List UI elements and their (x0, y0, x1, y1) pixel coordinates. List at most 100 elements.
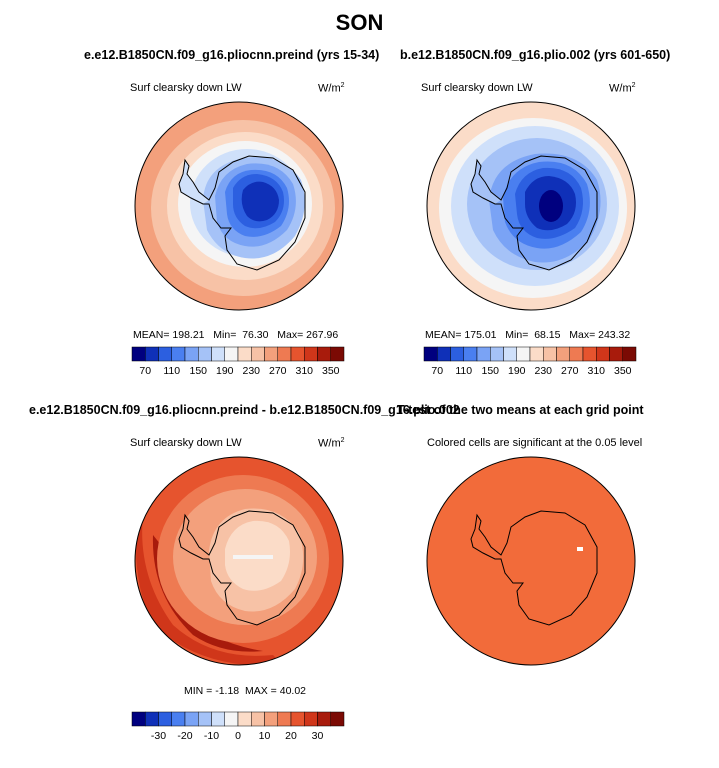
map3-patch (233, 555, 273, 559)
panel1-title: e.e12.B1850CN.f09_g16.pliocnn.preind (yr… (84, 48, 380, 62)
panel2-colorbar: 70 110 150 190 230 270 310 350 (423, 346, 637, 377)
map1-band-10 (241, 181, 279, 222)
colorbar-swatch (317, 711, 331, 727)
map1-border (134, 101, 344, 311)
colorbar-tick-label: 230 (534, 365, 552, 377)
colorbar-tick-label: 20 (285, 730, 297, 742)
panel1-variable: Surf clearsky down LW (130, 82, 242, 94)
map4-nonsignificant-cell (577, 547, 583, 551)
map4-border (426, 456, 636, 666)
panel2-units: W/m2 (609, 82, 636, 95)
colorbar-swatch (131, 711, 146, 727)
colorbar-swatch (569, 346, 584, 362)
colorbar-tick-label: 190 (216, 365, 234, 377)
panel3-map (134, 456, 344, 666)
colorbar-swatch (251, 711, 265, 727)
colorbar-swatch (304, 346, 318, 362)
panel4-map (426, 456, 636, 666)
colorbar-swatch (171, 711, 186, 727)
colorbar-tick-label: 310 (295, 365, 313, 377)
colorbar-tick-label: 150 (189, 365, 207, 377)
colorbar-tick-label: 270 (561, 365, 579, 377)
colorbar-swatch (237, 711, 252, 727)
colorbar-tick-label: 70 (431, 365, 443, 377)
colorbar-swatch (304, 711, 318, 727)
colorbar-swatch (290, 711, 305, 727)
colorbar-tick-label: 310 (587, 365, 605, 377)
colorbar-swatch (237, 346, 252, 362)
panel1-stats: MEAN= 198.21 Min= 76.30 Max= 267.96 (133, 329, 339, 341)
colorbar-swatch (437, 346, 451, 362)
colorbar-swatch (145, 711, 159, 727)
map4-significant-fill (427, 457, 635, 665)
colorbar-swatch (171, 346, 186, 362)
map2-peninsula (471, 160, 501, 204)
colorbar-swatch (543, 346, 557, 362)
panel3-variable: Surf clearsky down LW (130, 437, 242, 449)
colorbar-swatch (582, 346, 597, 362)
colorbar-swatch (556, 346, 570, 362)
colorbar-swatch (277, 346, 292, 362)
colorbar-tick-label: -20 (177, 730, 192, 742)
panel4-subtitle: Colored cells are significant at the 0.0… (427, 437, 643, 449)
map2-coastline (470, 155, 598, 271)
colorbar-tick-label: 190 (508, 365, 526, 377)
panel3-units: W/m2 (318, 437, 345, 450)
map1-coastline (178, 155, 306, 271)
panel3-colorbar: -30 -20 -10 0 10 20 30 (131, 711, 345, 742)
colorbar-swatch (184, 346, 199, 362)
colorbar-tick-label: 110 (163, 365, 180, 377)
panel2-stats: MEAN= 175.01 Min= 68.15 Max= 243.32 (425, 329, 631, 341)
panel3-title: e.e12.B1850CN.f09_g16.pliocnn.preind - b… (29, 403, 460, 417)
map2-border (426, 101, 636, 311)
colorbar-tick-label: 70 (139, 365, 151, 377)
colorbar-swatch (211, 346, 225, 362)
colorbar-swatch (251, 346, 265, 362)
panel2-map (426, 101, 636, 311)
colorbar-swatch (224, 711, 239, 727)
colorbar-tick-label: 150 (481, 365, 499, 377)
colorbar-swatch (290, 346, 305, 362)
colorbar-swatch (450, 346, 464, 362)
panel2-title: b.e12.B1850CN.f09_g16.plio.002 (yrs 601-… (400, 48, 671, 62)
colorbar-tick-label: 10 (259, 730, 271, 742)
colorbar-swatch (609, 346, 623, 362)
colorbar-swatch (330, 346, 345, 362)
colorbar-swatch (463, 346, 478, 362)
colorbar-tick-label: 230 (242, 365, 260, 377)
map3-coastline (178, 510, 306, 626)
colorbar-tick-label: 110 (455, 365, 472, 377)
colorbar-swatch (198, 711, 212, 727)
colorbar-tick-label: -30 (151, 730, 166, 742)
colorbar-swatch (516, 346, 531, 362)
colorbar-swatch (529, 346, 544, 362)
panel3-stats: MIN = -1.18 MAX = 40.02 (184, 685, 307, 697)
panel1-units: W/m2 (318, 82, 345, 95)
colorbar-swatch (224, 346, 239, 362)
colorbar-swatch (476, 346, 491, 362)
colorbar-swatch (211, 711, 225, 727)
colorbar-tick-label: 350 (322, 365, 340, 377)
colorbar-swatch (184, 711, 199, 727)
colorbar-tick-label: 0 (235, 730, 241, 742)
colorbar-swatch (277, 711, 292, 727)
colorbar-swatch (330, 711, 345, 727)
map4-coastline (470, 510, 598, 626)
map3-border (134, 456, 344, 666)
colorbar-tick-label: -10 (204, 730, 219, 742)
colorbar-swatch (158, 711, 172, 727)
figure-title: SON (335, 10, 384, 35)
colorbar-swatch (145, 346, 159, 362)
colorbar-swatch (503, 346, 517, 362)
colorbar-swatch (264, 346, 278, 362)
map2-band-9 (539, 190, 563, 222)
colorbar-swatch (158, 346, 172, 362)
panel4-title: T-test of the two means at each grid poi… (397, 403, 644, 417)
map3-band-dark (136, 515, 283, 665)
colorbar-swatch (622, 346, 637, 362)
colorbar-swatch (423, 346, 438, 362)
colorbar-tick-label: 30 (312, 730, 324, 742)
panel2-variable: Surf clearsky down LW (421, 82, 533, 94)
colorbar-swatch (596, 346, 610, 362)
colorbar-tick-label: 350 (614, 365, 632, 377)
